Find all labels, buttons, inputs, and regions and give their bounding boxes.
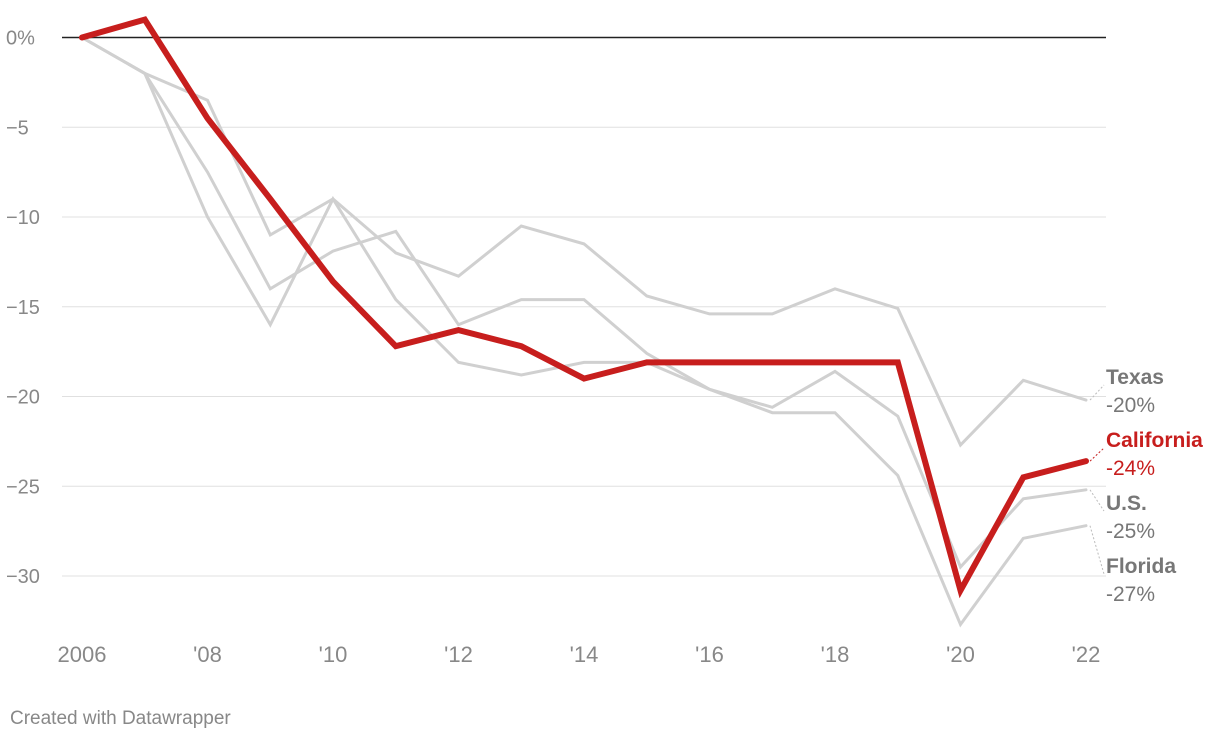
- series-label-u-s: U.S.: [1106, 492, 1147, 515]
- y-tick-label: −10: [6, 207, 40, 229]
- series-lines: [79, 16, 1089, 628]
- series-line-california: [79, 16, 1089, 599]
- series-line-texas: [80, 36, 1088, 448]
- series-value-california: -24%: [1106, 457, 1155, 480]
- series-value-texas: -20%: [1106, 394, 1155, 417]
- y-tick-label: −30: [6, 566, 40, 588]
- y-tick-label: 0%: [6, 28, 35, 50]
- y-axis-ticks: 0% −5 −10 −15 −20 −25 −30: [6, 28, 40, 589]
- y-tick-label: −25: [6, 476, 40, 498]
- series-value-florida: -27%: [1106, 583, 1155, 606]
- leader-line-florida: [1089, 525, 1105, 575]
- y-tick-label: −20: [6, 387, 40, 409]
- credit-text: Created with Datawrapper: [10, 708, 231, 729]
- leader-line-texas: [1089, 384, 1105, 401]
- x-tick-label: '10: [319, 642, 348, 667]
- grid-lines: [62, 36, 1106, 577]
- x-tick-label: 2006: [58, 642, 107, 667]
- line-chart: 0% −5 −10 −15 −20 −25 −30 2006 '08 '10 '12 '14 '16 '…: [6, 16, 1203, 667]
- y-tick-label: −15: [6, 297, 40, 319]
- series-label-texas: Texas: [1106, 366, 1164, 389]
- x-axis-ticks: 2006 '08 '10 '12 '14 '16 '18 '20 '22: [58, 642, 1101, 667]
- x-tick-label: '18: [821, 642, 850, 667]
- x-tick-label: '16: [695, 642, 724, 667]
- x-tick-label: '22: [1072, 642, 1101, 667]
- x-tick-label: '12: [444, 642, 473, 667]
- y-tick-label: −5: [6, 117, 29, 139]
- leader-line-u-s: [1089, 489, 1105, 512]
- x-tick-label: '08: [193, 642, 222, 667]
- series-line-florida: [80, 36, 1088, 628]
- series-label-california: California: [1106, 429, 1203, 452]
- series-value-u-s: -25%: [1106, 520, 1155, 543]
- series-end-labels: Texas -20% U.S. -25% Florida -27% California -2…: [1089, 366, 1203, 606]
- series-label-florida: Florida: [1106, 555, 1176, 578]
- leader-line-california: [1089, 447, 1105, 462]
- series-line-u-s: [80, 36, 1088, 570]
- x-tick-label: '20: [946, 642, 975, 667]
- x-tick-label: '14: [570, 642, 599, 667]
